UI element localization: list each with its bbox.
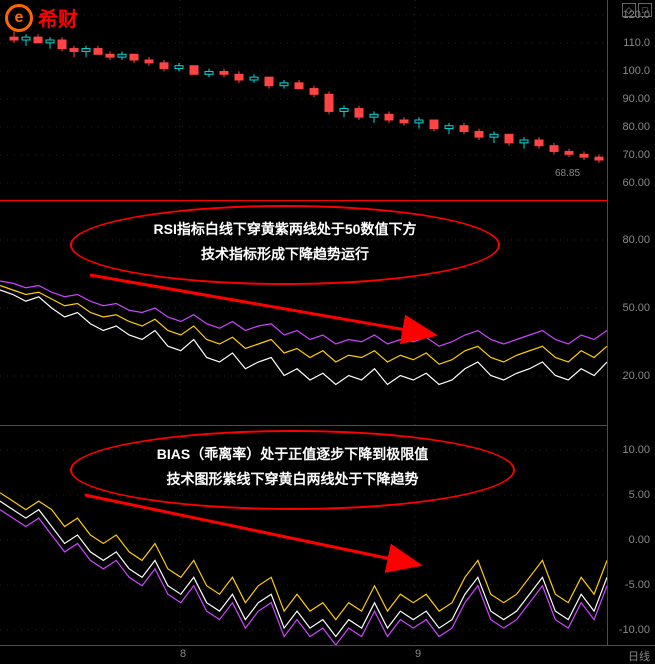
- x-axis-right-label: 日线: [628, 648, 650, 664]
- bias-arrow: [0, 425, 607, 645]
- right-border: [607, 0, 608, 645]
- rsi-arrow: [0, 200, 607, 425]
- bias-y-tick: -10.00: [619, 624, 650, 636]
- bias-y-tick: 5.00: [629, 489, 650, 501]
- price-y-tick: 120.0: [622, 9, 650, 21]
- last-price-label: 68.85: [555, 168, 580, 179]
- x-tick: 8: [180, 648, 186, 660]
- price-y-tick: 100.0: [622, 65, 650, 77]
- bias-y-tick: -5.00: [625, 579, 650, 591]
- price-y-tick: 90.00: [622, 93, 650, 105]
- x-axis: 8 9 日线: [0, 645, 655, 661]
- x-tick: 9: [415, 648, 421, 660]
- price-chart: [0, 0, 607, 200]
- price-y-tick: 80.00: [622, 121, 650, 133]
- price-y-tick: 70.00: [622, 149, 650, 161]
- rsi-y-tick: 80.00: [622, 234, 650, 246]
- price-y-tick: 60.00: [622, 177, 650, 189]
- price-y-tick: 110.0: [623, 37, 650, 49]
- rsi-y-tick: 50.00: [622, 302, 650, 314]
- bias-y-tick: 10.00: [622, 444, 650, 456]
- bias-y-tick: 0.00: [629, 534, 650, 546]
- chart-container: 希财 ◇ □ 68.85 RSI指标白线下穿黄紫两线处于50数值下方 技术指标形…: [0, 0, 655, 661]
- rsi-y-tick: 20.00: [622, 370, 650, 382]
